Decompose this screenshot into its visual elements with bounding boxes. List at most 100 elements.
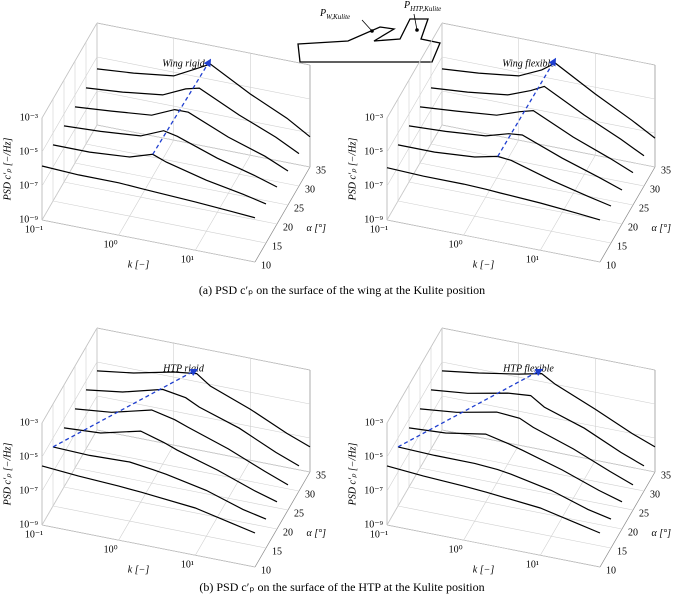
grid-line <box>52 200 267 244</box>
aircraft-sketch: PW,Kulite PHTP,Kulite <box>297 0 441 63</box>
y-tick-label: 10 <box>261 565 271 576</box>
grid-line <box>430 143 645 187</box>
y-tick-label: 10 <box>261 260 271 271</box>
y-tick-label: 20 <box>628 527 638 538</box>
grid-line <box>419 467 634 511</box>
y-tick-label: 35 <box>661 470 671 481</box>
caption: (b) PSD c′ₚ on the surface of the HTP at… <box>199 580 484 594</box>
psd-curve <box>74 106 289 172</box>
grid-line <box>118 444 174 541</box>
y-tick-label: 25 <box>639 203 649 214</box>
grid-line <box>463 444 519 541</box>
z-tick-label: 10⁻³ <box>365 112 383 123</box>
psd-curve <box>96 63 311 138</box>
grid-line <box>386 429 443 526</box>
y-tick-label: 30 <box>650 184 660 195</box>
psd-curve <box>386 465 601 534</box>
y-tick-label: 15 <box>272 546 282 557</box>
grid-line <box>96 22 311 66</box>
grid-line <box>397 200 612 244</box>
grid-line <box>85 143 300 187</box>
y-tick-label: 25 <box>294 508 304 519</box>
grid-line <box>41 361 98 458</box>
y-axis-label: α [°] <box>307 528 327 539</box>
peak-trend-arrow <box>152 58 212 155</box>
y-axis-label: α [°] <box>652 528 672 539</box>
x-tick-label: 10⁰ <box>104 239 118 250</box>
x-axis-label: k [−] <box>128 259 150 270</box>
y-axis-label: α [°] <box>307 223 327 234</box>
grid-line <box>118 139 174 236</box>
z-tick-label: 10⁻⁷ <box>364 180 383 191</box>
sensor-label: PHTP,Kulite <box>403 0 441 12</box>
grid-line <box>41 22 98 119</box>
psd-curve <box>85 87 300 155</box>
z-tick-label: 10⁻⁷ <box>19 180 38 191</box>
grid-line <box>52 505 267 549</box>
psd-curve <box>419 106 634 174</box>
psd-curve <box>85 388 300 467</box>
z-axis-label: PSD c′ₚ [−/Hz] <box>347 138 358 202</box>
y-tick-label: 15 <box>617 241 627 252</box>
y-tick-label: 30 <box>650 489 660 500</box>
grid-line <box>540 460 596 556</box>
z-tick-label: 10⁻³ <box>20 112 38 123</box>
z-axis-label: PSD c′ₚ [−/Hz] <box>2 443 13 507</box>
grid-line <box>195 460 251 556</box>
grid-line <box>386 22 443 119</box>
y-tick-label: 20 <box>628 222 638 233</box>
peak-trend-arrow <box>497 57 557 157</box>
grid-line <box>74 467 289 511</box>
psd-curve <box>52 144 267 205</box>
grid-line <box>96 124 311 168</box>
grid-line <box>63 486 278 530</box>
grid-line <box>408 486 623 530</box>
x-tick-label: 10⁻¹ <box>370 529 388 540</box>
x-axis-label: k [−] <box>473 259 495 270</box>
grid-line <box>441 124 656 168</box>
grid-line <box>96 327 311 371</box>
x-tick-label: 10⁻¹ <box>370 224 388 235</box>
axis-edge <box>254 471 311 568</box>
plot-title: HTP flexible <box>502 363 554 374</box>
aircraft-outline <box>297 18 441 63</box>
y-tick-label: 30 <box>305 184 315 195</box>
y-tick-label: 25 <box>294 203 304 214</box>
sensor-leader <box>361 19 373 32</box>
grid-line <box>386 56 443 153</box>
psd-curve <box>397 144 612 207</box>
grid-line <box>386 361 443 458</box>
psd-curve <box>41 465 256 534</box>
grid-line <box>441 22 656 66</box>
grid-line <box>386 327 443 424</box>
grid-line <box>386 219 601 263</box>
sensor-leader <box>413 13 418 31</box>
z-tick-label: 10⁻³ <box>365 417 383 428</box>
grid-line <box>195 155 251 251</box>
grid-line <box>41 524 256 568</box>
psd-curve <box>430 389 645 467</box>
psd-curve <box>386 167 601 221</box>
psd-curve <box>408 125 623 191</box>
plot-title: Wing flexible <box>502 58 555 69</box>
axis-edge <box>599 471 656 568</box>
y-tick-label: 10 <box>606 260 616 271</box>
y-axis-label: α [°] <box>652 223 672 234</box>
x-tick-label: 10⁰ <box>449 544 463 555</box>
peak-trend-arrow <box>397 368 544 448</box>
x-tick-label: 10⁻¹ <box>25 529 43 540</box>
x-tick-label: 10⁰ <box>104 544 118 555</box>
sensor-label: PW,Kulite <box>319 8 350 20</box>
x-tick-label: 10⁰ <box>449 239 463 250</box>
grid-line <box>441 361 656 405</box>
grid-line <box>386 524 601 568</box>
grid-line <box>441 327 656 371</box>
grid-line <box>386 395 443 492</box>
z-tick-label: 10⁻⁵ <box>364 451 383 462</box>
peak-trend-arrow <box>52 368 199 448</box>
x-tick-label: 10¹ <box>526 560 539 571</box>
